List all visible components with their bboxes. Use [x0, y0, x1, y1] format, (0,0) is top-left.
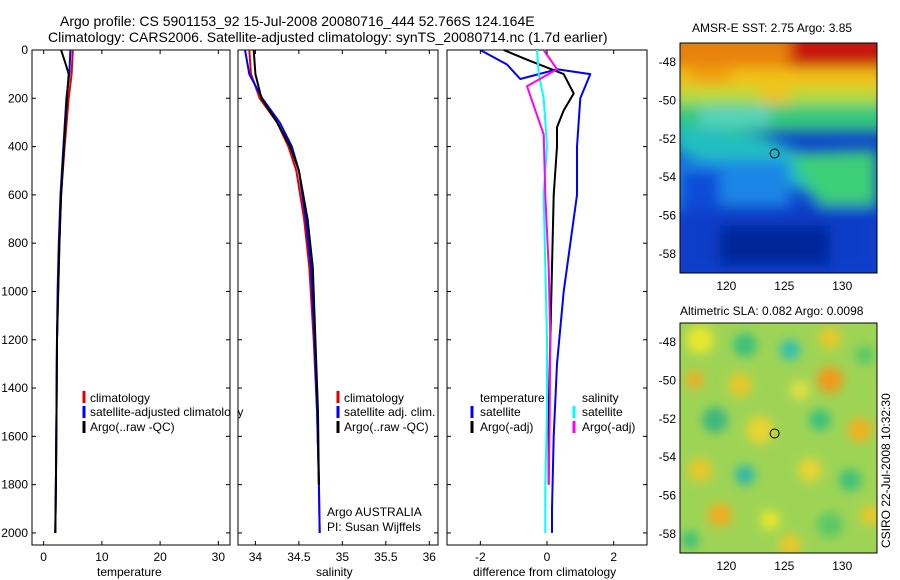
salinity-series-2	[244, 49, 321, 533]
depth-tick-label: 1600	[1, 429, 28, 443]
salinity-annotation-2: PI: Susan Wijffels	[327, 520, 421, 534]
salinity-xtick-label: 34.5	[287, 550, 311, 564]
salinity-series-3	[252, 49, 320, 485]
sla-map-frame	[679, 322, 878, 554]
salinity-xtick-label: 34	[249, 550, 263, 564]
axis-ticks: 0 10 20 30020040060080010001200140016001800…	[1, 43, 852, 573]
header-line-2: Climatology: CARS2006. Satellite-adjuste…	[48, 29, 608, 45]
sla-ytick-label: -48	[659, 335, 677, 349]
timestamp-label: CSIRO 22-Jul-2008 10:32:30	[879, 393, 893, 548]
depth-tick-label: 2000	[1, 526, 28, 540]
depth-tick-label: 1800	[1, 478, 28, 492]
depth-tick-label: 200	[8, 91, 28, 105]
temperature-legend-item-2: satellite-adjusted climatology	[90, 405, 243, 419]
sst-ytick-label: -58	[659, 247, 677, 261]
difference-xtick-label: 0	[544, 550, 551, 564]
sst-heatmap	[680, 43, 877, 273]
sla-xtick-label: 125	[774, 559, 794, 573]
temperature-xtick-label: 0	[40, 550, 47, 564]
sst-ytick-label: -54	[659, 170, 677, 184]
profile-lines	[54, 49, 592, 533]
difference-xtick-label: -2	[475, 550, 486, 564]
temperature-xtick-label: 10	[95, 550, 109, 564]
depth-tick-label: 600	[8, 188, 28, 202]
temperature-axes	[31, 49, 231, 546]
header-line-1: Argo profile: CS 5901153_92 15-Jul-2008 …	[60, 13, 535, 29]
depth-tick-label: 0	[21, 43, 28, 57]
depth-tick-label: 400	[8, 140, 28, 154]
difference-series-3	[536, 49, 548, 533]
sla-ytick-label: -52	[659, 412, 677, 426]
salinity-xtick-label: 36	[423, 550, 437, 564]
salinity-annotation-1: Argo AUSTRALIA	[327, 505, 422, 519]
temperature-xtick-label: 20	[153, 550, 167, 564]
sst-argo-marker	[769, 148, 780, 159]
sla-heatmap	[680, 323, 877, 553]
sla-ytick-label: -50	[659, 374, 677, 388]
sla-xtick-label: 130	[832, 559, 852, 573]
difference-legend-left-3: Argo(-adj)	[480, 420, 533, 434]
sst-xtick-label: 120	[716, 279, 736, 293]
difference-legend: temperature satellite Argo(-adj) salinit…	[470, 391, 635, 434]
salinity-xtick-label: 35	[336, 550, 350, 564]
sst-xtick-label: 125	[774, 279, 794, 293]
sla-argo-marker	[769, 428, 780, 439]
temperature-xtick-label: 30	[212, 550, 226, 564]
difference-legend-left-2: satellite	[480, 405, 521, 419]
sst-ytick-label: -50	[659, 94, 677, 108]
temperature-legend-item-3: Argo(..raw -QC)	[90, 420, 175, 434]
depth-tick-label: 1200	[1, 333, 28, 347]
temperature-series-3	[54, 49, 70, 533]
sla-map-title: Altimetric SLA: 0.082 Argo: 0.0098	[680, 304, 864, 318]
salinity-series-1	[248, 49, 321, 533]
salinity-legend-item-2: satellite adj. clim.	[344, 405, 435, 419]
sla-xtick-label: 120	[716, 559, 736, 573]
sla-ytick-label: -54	[659, 450, 677, 464]
temperature-xlabel: temperature	[97, 565, 162, 579]
salinity-legend-item-3: Argo(..raw -QC)	[344, 420, 429, 434]
temperature-legend-item-1: climatology	[90, 391, 150, 405]
sst-ytick-label: -56	[659, 209, 677, 223]
sst-xtick-label: 130	[832, 279, 852, 293]
salinity-xlabel: salinity	[316, 565, 353, 579]
sst-ytick-label: -48	[659, 55, 677, 69]
difference-xlabel: difference from climatology	[473, 565, 616, 579]
difference-legend-right-3: Argo(-adj)	[582, 420, 635, 434]
depth-tick-label: 1400	[1, 381, 28, 395]
sla-ytick-label: -58	[659, 527, 677, 541]
difference-legend-right-2: satellite	[582, 405, 623, 419]
sst-map-frame	[679, 42, 878, 274]
difference-legend-right-1: salinity	[582, 391, 619, 405]
salinity-legend: climatology satellite adj. clim. Argo(..…	[336, 391, 435, 434]
difference-xtick-label: 2	[610, 550, 617, 564]
salinity-xtick-label: 35.5	[374, 550, 398, 564]
salinity-axes	[237, 49, 439, 546]
sla-ytick-label: -56	[659, 489, 677, 503]
difference-series-4	[526, 49, 558, 485]
difference-legend-left-1: temperature	[480, 391, 545, 405]
sst-map-title: AMSR-E SST: 2.75 Argo: 3.85	[692, 21, 852, 35]
depth-tick-label: 800	[8, 236, 28, 250]
sst-ytick-label: -52	[659, 132, 677, 146]
salinity-legend-item-1: climatology	[344, 391, 404, 405]
depth-tick-label: 1000	[1, 284, 28, 298]
difference-series-1	[479, 49, 592, 533]
temperature-legend: climatology satellite-adjusted climatolo…	[82, 391, 243, 434]
